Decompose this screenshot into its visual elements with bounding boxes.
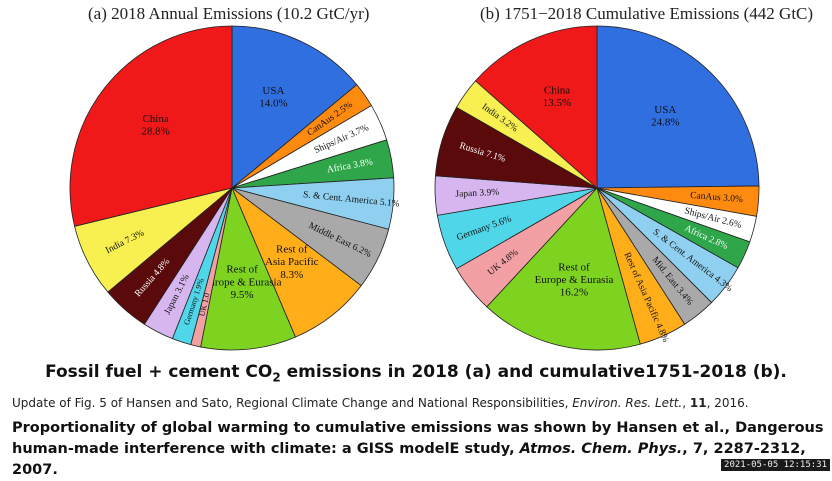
pie-slice: [231, 25, 358, 189]
chart-b-title: (b) 1751−2018 Cumulative Emissions (442 …: [480, 4, 814, 23]
slice-label: Rest of Europe & Eurasia 16.2%: [535, 261, 614, 298]
source-citation: Update of Fig. 5 of Hansen and Sato, Reg…: [12, 396, 749, 410]
pie-slice: [486, 187, 641, 351]
pie-charts: USA 14.0% CanAus 2.5%Ships/Air 3.7%Africa …: [69, 25, 760, 351]
slice-label: USA 14.0%: [259, 85, 287, 110]
figure-caption: Fossil fuel + cement CO2 emissions in 20…: [45, 362, 787, 385]
slice-label: China 13.5%: [543, 84, 571, 109]
pie-slice: [596, 25, 760, 189]
slice-label: Rest of Asia Pacific 8.3%: [265, 244, 319, 281]
slice-label: Rest of Europe & Eurasia 9.5%: [203, 264, 282, 301]
pie-slice: [69, 25, 233, 227]
slice-label: China 28.8%: [141, 113, 169, 138]
slice-label: USA 24.8%: [651, 104, 679, 129]
timestamp: 2021-05-05 12:15:31: [721, 459, 830, 471]
chart-a-title: (a) 2018 Annual Emissions (10.2 GtC/yr): [88, 4, 370, 23]
slice-label: Japan 3.9%: [455, 188, 499, 200]
reference-note: Proportionality of global warming to cum…: [12, 420, 824, 478]
slice-label: CanAus 3.0%: [690, 191, 744, 205]
pie-slice: [474, 25, 598, 189]
